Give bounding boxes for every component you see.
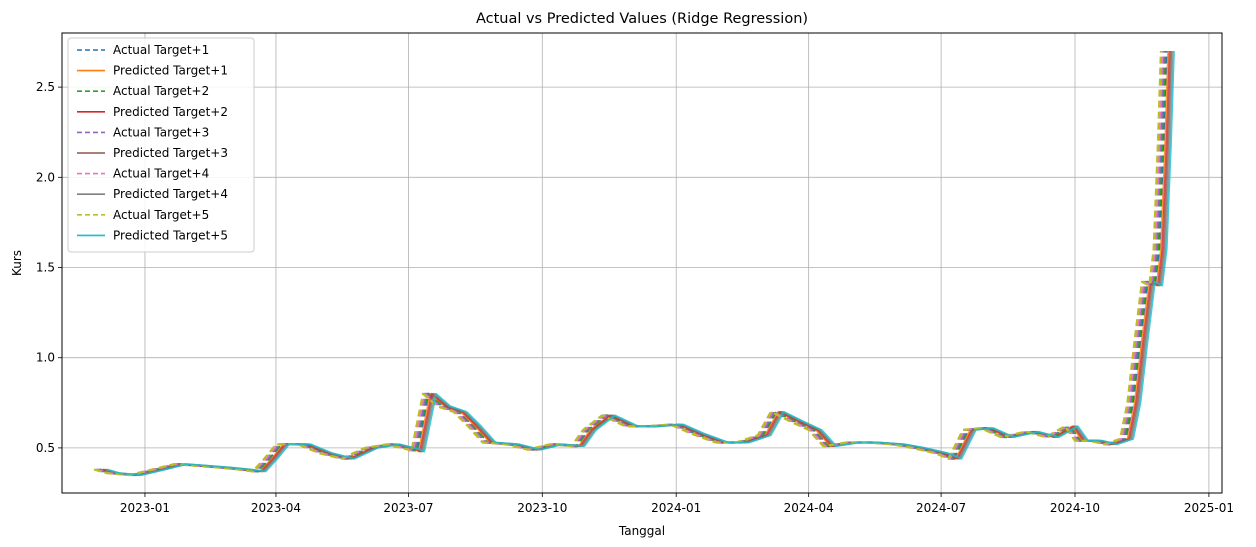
x-tick-label: 2024-07 bbox=[916, 501, 966, 515]
plot-area-frame bbox=[61, 32, 1223, 494]
y-tick-label: 2.5 bbox=[36, 80, 55, 94]
x-axis-ticks: 2023-01 2023-04 2023-07 2023-10 2024-01 2024-… bbox=[120, 493, 1234, 515]
legend-label: Predicted Target+5 bbox=[113, 228, 228, 242]
legend-box bbox=[67, 37, 255, 253]
series-line-10 bbox=[106, 50, 1175, 476]
x-tick-label: 2023-07 bbox=[383, 501, 433, 515]
chart-title: Actual vs Predicted Values (Ridge Regres… bbox=[476, 11, 808, 27]
y-axis-ticks: 0.5 1.0 1.5 2.0 2.5 bbox=[36, 80, 62, 455]
y-tick-label: 1.5 bbox=[36, 261, 55, 275]
grid bbox=[62, 33, 1222, 493]
x-tick-label: 2023-10 bbox=[517, 501, 567, 515]
y-tick-label: 1.0 bbox=[36, 351, 55, 365]
y-axis-label: Kurs bbox=[10, 250, 24, 276]
y-tick-label: 2.0 bbox=[36, 170, 55, 184]
x-tick-label: 2025-01 bbox=[1184, 501, 1234, 515]
legend-label: Predicted Target+4 bbox=[113, 187, 228, 201]
x-tick-label: 2024-01 bbox=[651, 501, 701, 515]
x-tick-label: 2023-01 bbox=[120, 501, 170, 515]
legend-label: Actual Target+5 bbox=[113, 208, 209, 222]
series-line-9 bbox=[93, 50, 1162, 477]
x-tick-label: 2024-10 bbox=[1050, 501, 1100, 515]
x-tick-label: 2023-04 bbox=[251, 501, 301, 515]
legend-label: Predicted Target+1 bbox=[113, 64, 228, 78]
series-lines bbox=[93, 50, 1175, 477]
legend-label: Actual Target+3 bbox=[113, 125, 209, 139]
legend-label: Predicted Target+2 bbox=[113, 105, 228, 119]
legend-label: Predicted Target+3 bbox=[113, 146, 228, 160]
series-line-7 bbox=[95, 50, 1164, 477]
legend-label: Actual Target+1 bbox=[113, 43, 209, 57]
legend-label: Actual Target+2 bbox=[113, 84, 209, 98]
legend-label: Actual Target+4 bbox=[113, 167, 209, 181]
x-axis-label: Tanggal bbox=[618, 524, 665, 538]
legend: Actual Target+1 Predicted Target+1 Actual … bbox=[67, 37, 255, 253]
y-tick-label: 0.5 bbox=[36, 441, 55, 455]
x-tick-label: 2024-04 bbox=[784, 501, 834, 515]
